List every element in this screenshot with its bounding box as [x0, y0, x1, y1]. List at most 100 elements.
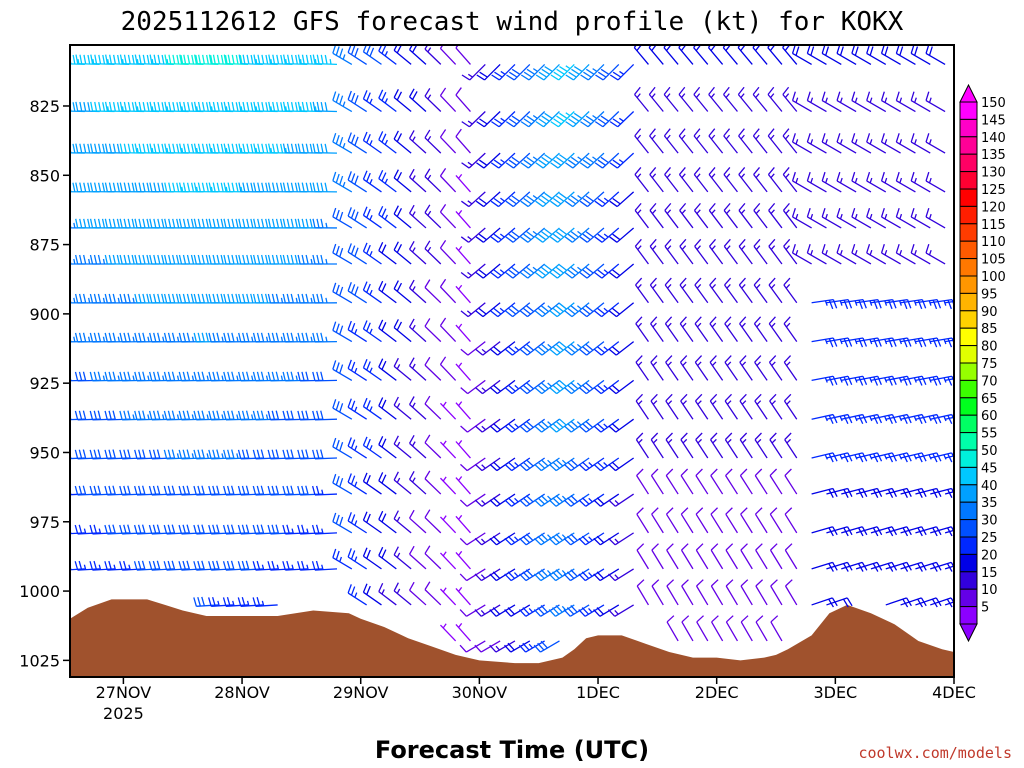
wind-barb [791, 45, 812, 65]
wind-barb [455, 514, 471, 534]
wind-barb [579, 191, 605, 208]
wind-barb [930, 452, 954, 463]
wind-barb [564, 263, 590, 279]
wind-barb [737, 45, 753, 65]
wind-barb [826, 452, 853, 463]
colorbar-label: 50 [981, 444, 998, 459]
wind-barb [885, 452, 912, 463]
colorbar-label: 70 [981, 374, 998, 389]
colorbar-label: 105 [981, 253, 1006, 268]
wind-barb [753, 202, 768, 229]
wind-barb [944, 529, 954, 534]
wind-barb [739, 468, 753, 495]
wind-barb [393, 45, 412, 65]
y-axis: 825 850 875 900 925 950 975 1000 1025 [19, 97, 70, 670]
wind-barb [70, 152, 71, 154]
wind-barb [439, 45, 457, 65]
wind-barb [740, 507, 753, 534]
wind-barb [311, 485, 338, 496]
wind-barb [806, 45, 827, 65]
wind-barb [439, 401, 457, 420]
wind-barb [362, 170, 382, 193]
wind-barb [910, 171, 931, 193]
wind-barb [783, 393, 798, 420]
wind-barb [455, 173, 471, 193]
wind-barb [895, 243, 916, 265]
wind-barb [347, 437, 367, 459]
wind-barb [634, 202, 649, 229]
wind-barb [678, 167, 694, 193]
wind-barb [739, 432, 753, 459]
wind-barb [709, 355, 724, 381]
wind-barb [649, 128, 664, 154]
colorbar-label: 10 [981, 583, 998, 598]
colorbar-label: 145 [981, 113, 1006, 128]
wind-barb [866, 133, 887, 154]
x-tick-label: 29NOV [333, 683, 389, 702]
wind-barb [476, 152, 501, 169]
wind-barb [593, 418, 620, 433]
wind-barb [609, 152, 635, 169]
colorbar-label: 55 [981, 427, 998, 442]
wind-barb [90, 143, 115, 154]
colorbar-label: 125 [981, 183, 1006, 198]
wind-barb [491, 111, 516, 128]
wind-barb [841, 413, 868, 425]
wind-barb [710, 543, 724, 570]
colorbar-swatch [959, 432, 978, 451]
wind-barb [723, 86, 738, 112]
wind-barb [681, 579, 694, 606]
wind-barb [944, 565, 954, 570]
wind-barb [635, 277, 649, 304]
wind-barb [362, 583, 382, 606]
wind-barb [439, 87, 457, 112]
x-tick-label: 1DEC [576, 683, 620, 702]
wind-barb [693, 45, 709, 65]
wind-barb [104, 485, 130, 496]
wind-barb [580, 63, 605, 81]
wind-barb [393, 130, 412, 154]
wind-barb [944, 491, 954, 495]
wind-barb [563, 568, 590, 582]
wind-barb [915, 337, 942, 348]
wind-barb [768, 238, 783, 265]
wind-barb [193, 254, 219, 265]
wind-barb [648, 86, 664, 112]
wind-barb [739, 355, 753, 381]
wind-barb [578, 418, 605, 433]
wind-barb [439, 515, 457, 534]
wind-barb [693, 202, 709, 229]
wind-barb [74, 293, 100, 304]
wind-barb [252, 449, 278, 460]
colorbar-label: 140 [981, 131, 1006, 146]
wind-barb [475, 191, 501, 208]
wind-barb [134, 332, 160, 343]
wind-barb [634, 128, 649, 154]
wind-barb [724, 432, 738, 459]
wind-barb [393, 357, 412, 381]
wind-barb [740, 543, 753, 570]
wind-barb [663, 45, 679, 65]
colorbar-label: 75 [981, 357, 998, 372]
wind-barb [593, 379, 620, 395]
wind-barb [851, 45, 872, 65]
wind-barb [836, 207, 857, 229]
wind-barb [312, 54, 338, 66]
wind-barb [424, 470, 442, 495]
wind-barb [461, 191, 486, 208]
wind-barb [520, 263, 546, 279]
wind-barb [424, 434, 442, 459]
wind-barb [944, 455, 954, 459]
wind-barb [821, 171, 842, 193]
wind-barb [393, 205, 412, 229]
wind-barb [474, 457, 501, 472]
wind-barb [505, 263, 531, 279]
wind-barb [312, 182, 337, 193]
colorbar-label: 35 [981, 496, 998, 511]
wind-barb [460, 227, 486, 243]
wind-barb [461, 152, 486, 169]
wind-barb [378, 169, 397, 193]
wind-barb [608, 341, 635, 356]
wind-barb [866, 45, 887, 65]
wind-barb [535, 191, 560, 208]
